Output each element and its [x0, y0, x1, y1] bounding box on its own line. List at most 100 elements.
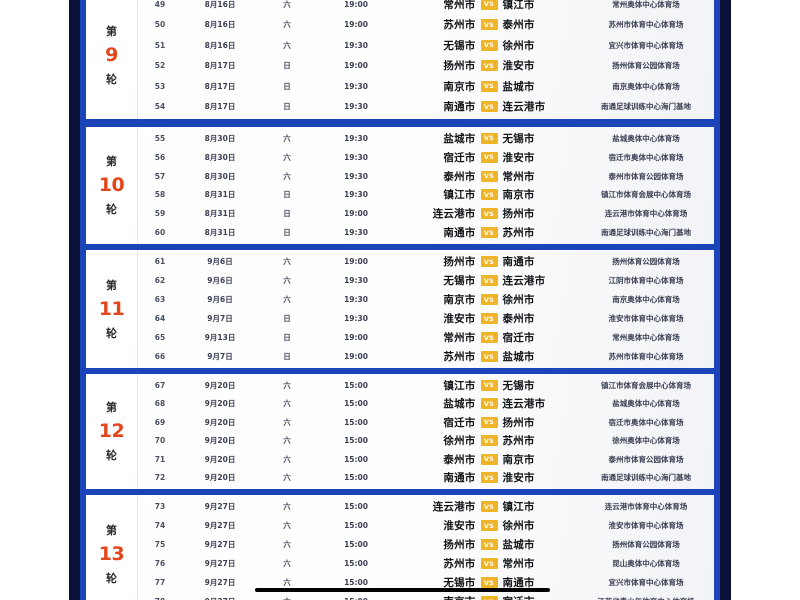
match-row[interactable]: 62 9月6日 六 19:30 无锡市 VS 连云港市 江阴市体育中心体育场	[138, 271, 714, 290]
away-team-name: 南通市	[502, 256, 535, 268]
vs-badge: VS	[480, 132, 498, 144]
match-weekday: 六	[283, 417, 291, 427]
match-time: 19:30	[344, 40, 368, 50]
match-teams: 镇江市 VS 无锡市	[396, 378, 582, 393]
match-venue: 宿迁市奥体中心体育场	[608, 417, 684, 427]
match-number: 67	[154, 380, 166, 390]
match-teams: 常州市 VS 宿迁市	[396, 330, 582, 345]
away-team-name: 淮安市	[502, 151, 535, 164]
round-prefix-label: 第	[106, 523, 117, 537]
vs-badge: VS	[480, 520, 498, 531]
match-row[interactable]: 72 9月20日 六 15:00 南通市 VS 淮安市 南通足球训练中心海门基地	[138, 469, 714, 488]
match-time: 19:30	[344, 190, 368, 200]
match-time: 19:00	[344, 61, 368, 71]
vs-badge: VS	[480, 435, 498, 447]
match-row[interactable]: 51 8月16日 六 19:30 无锡市 VS 徐州市 宜兴市体育中心体育场	[138, 35, 714, 55]
match-row[interactable]: 59 8月31日 日 19:00 连云港市 VS 扬州市 连云港市体育中心体育场	[138, 204, 714, 223]
match-row[interactable]: 60 8月31日 日 19:30 南通市 VS 苏州市 南通足球训练中心海门基地	[138, 223, 714, 242]
match-time: 19:30	[344, 133, 368, 143]
away-team-name: 盐城市	[502, 80, 535, 93]
match-number: 50	[154, 20, 166, 30]
match-time: 19:00	[344, 333, 368, 342]
match-weekday: 六	[283, 521, 291, 530]
home-team-name: 南通市	[443, 101, 476, 114]
home-team-name: 淮安市	[443, 520, 476, 532]
match-row[interactable]: 76 9月27日 六 15:00 苏州市 VS 常州市 昆山奥体中心体育场	[138, 554, 714, 573]
match-weekday: 六	[283, 257, 291, 266]
home-team-name: 无锡市	[443, 577, 476, 589]
vs-badge: VS	[480, 170, 498, 182]
match-weekday: 六	[283, 578, 291, 587]
match-row[interactable]: 55 8月30日 六 19:30 盐城市 VS 无锡市 盐城奥体中心体育场	[138, 129, 714, 148]
vs-badge: VS	[480, 151, 498, 163]
match-row[interactable]: 68 9月20日 六 15:00 盐城市 VS 连云港市 盐城奥体中心体育场	[138, 395, 714, 414]
round-card[interactable]: 第 11 轮 61 9月6日六 19:00 扬州市 VS 南通市 扬州体育公园体育场 62 9月6日六…	[86, 250, 714, 368]
match-row[interactable]: 61 9月6日 六 19:00 扬州市 VS 南通市 扬州体育公园体育场	[138, 252, 714, 271]
vs-badge: VS	[480, 379, 498, 391]
match-row[interactable]: 54 8月17日 日 19:30 南通市 VS 连云港市 南通足球训练中心海门基地	[138, 97, 714, 117]
match-row[interactable]: 69 9月20日 六 15:00 宿迁市 VS 扬州市 宿迁市奥体中心体育场	[138, 413, 714, 432]
home-team-name: 宿迁市	[443, 151, 476, 164]
match-teams: 南京市 VS 宿迁市	[396, 594, 582, 600]
match-number: 68	[154, 399, 166, 409]
home-team-name: 南通市	[443, 472, 476, 485]
match-number: 61	[154, 257, 166, 266]
match-row[interactable]: 70 9月20日 六 15:00 徐州市 VS 苏州市 徐州奥体中心体育场	[138, 432, 714, 451]
match-table: 61 9月6日六 19:00 扬州市 VS 南通市 扬州体育公园体育场 62 9月6日六 19:3…	[138, 250, 714, 368]
round-card[interactable]: 第 12 轮 67 9月20日六 15:00 镇江市 VS 无锡市 镇江市体育会展中心体育场 68 9…	[86, 374, 714, 489]
match-row[interactable]: 57 8月30日 六 19:30 泰州市 VS 常州市 泰州市体育公园体育场	[138, 167, 714, 186]
home-team-name: 扬州市	[443, 60, 476, 73]
match-teams: 常州市 VS 镇江市	[396, 0, 582, 12]
match-teams: 徐州市 VS 苏州市	[396, 433, 582, 448]
away-team-name: 泰州市	[502, 19, 535, 32]
match-row[interactable]: 64 9月7日 日 19:30 淮安市 VS 泰州市 淮安市体育中心体育场	[138, 309, 714, 328]
match-row[interactable]: 56 8月30日 六 19:30 宿迁市 VS 淮安市 宿迁市奥体中心体育场	[138, 148, 714, 167]
match-number: 60	[154, 228, 166, 238]
match-row[interactable]: 49 8月16日 六 19:00 常州市 VS 镇江市 常州奥体中心体育场	[138, 0, 714, 14]
home-team-name: 扬州市	[443, 539, 476, 551]
match-weekday: 六	[283, 436, 291, 446]
match-time: 19:30	[344, 228, 368, 238]
round-card[interactable]: 第 10 轮 55 8月30日六 19:30 盐城市 VS 无锡市 盐城奥体中心体育场 56 8月30…	[86, 127, 714, 244]
match-row[interactable]: 789月27日六15:00 南京市 VS 宿迁市 江苏省青少年体育中心体育场	[138, 592, 714, 600]
vs-badge: VS	[480, 19, 498, 31]
match-row[interactable]: 66 9月7日 日 19:00 苏州市 VS 盐城市 苏州市体育中心体育场	[138, 347, 714, 366]
round-number: 11	[98, 297, 125, 320]
match-number: 71	[154, 454, 166, 464]
home-team-name: 扬州市	[443, 256, 476, 268]
vs-badge: VS	[480, 332, 498, 343]
match-row[interactable]: 71 9月20日 六 15:00 泰州市 VS 南京市 泰州市体育公园体育场	[138, 450, 714, 469]
match-row[interactable]: 63 9月6日 六 19:30 南京市 VS 徐州市 南京奥体中心体育场	[138, 290, 714, 309]
match-row[interactable]: 50 8月16日 六 19:00 苏州市 VS 泰州市 苏州市体育中心体育场	[138, 15, 714, 35]
match-row[interactable]: 74 9月27日 六 15:00 淮安市 VS 徐州市 淮安市体育中心体育场	[138, 516, 714, 535]
match-row[interactable]: 67 9月20日 六 15:00 镇江市 VS 无锡市 镇江市体育会展中心体育场	[138, 376, 714, 395]
home-team-name: 泰州市	[443, 170, 476, 183]
match-table: 67 9月20日六 15:00 镇江市 VS 无锡市 镇江市体育会展中心体育场 68 9月20日…	[138, 374, 714, 489]
away-team-name: 徐州市	[502, 520, 535, 532]
round-number: 9	[105, 44, 118, 66]
match-venue: 泰州市体育公园体育场	[608, 454, 684, 464]
round-card[interactable]: 第 13 轮 73 9月27日六 15:00 连云港市 VS 镇江市 连云港市体育中心体育场 74 9…	[86, 495, 714, 600]
match-row[interactable]: 77 9月27日 六 15:00 无锡市 VS 南通市 宜兴市体育中心体育场	[138, 573, 714, 592]
round-card[interactable]: 第 9 轮 49 8月16日六 19:00 常州市 VS 镇江市 常州奥体中心体育场 50 8月16日…	[86, 0, 714, 119]
match-row[interactable]: 53 8月17日 日 19:30 南京市 VS 盐城市 南京奥体中心体育场	[138, 76, 714, 96]
match-time: 19:30	[344, 295, 368, 304]
match-row[interactable]: 52 8月17日 日 19:00 扬州市 VS 淮安市 扬州体育公园体育场	[138, 56, 714, 76]
match-weekday: 六	[283, 454, 291, 464]
home-team-name: 苏州市	[443, 19, 476, 32]
match-row[interactable]: 75 9月27日 六 15:00 扬州市 VS 盐城市 扬州体育公园体育场	[138, 535, 714, 554]
match-venue: 镇江市体育会展中心体育场	[601, 190, 691, 200]
match-row[interactable]: 65 9月13日 日 19:00 常州市 VS 宿迁市 常州奥体中心体育场	[138, 328, 714, 347]
match-time: 15:00	[344, 454, 368, 464]
match-date: 9月13日	[204, 333, 236, 342]
match-time: 19:30	[344, 152, 368, 162]
match-weekday: 六	[283, 540, 291, 549]
match-date: 8月16日	[204, 40, 236, 50]
match-row[interactable]: 73 9月27日 六 15:00 连云港市 VS 镇江市 连云港市体育中心体育场	[138, 497, 714, 516]
match-teams: 泰州市 VS 常州市	[396, 169, 582, 184]
match-date: 9月27日	[204, 559, 236, 568]
match-time: 19:00	[344, 352, 368, 361]
match-row[interactable]: 58 8月31日 日 19:30 镇江市 VS 南京市 镇江市体育会展中心体育场	[138, 185, 714, 204]
match-time: 15:00	[344, 473, 368, 483]
match-venue: 宿迁市奥体中心体育场	[608, 152, 684, 162]
